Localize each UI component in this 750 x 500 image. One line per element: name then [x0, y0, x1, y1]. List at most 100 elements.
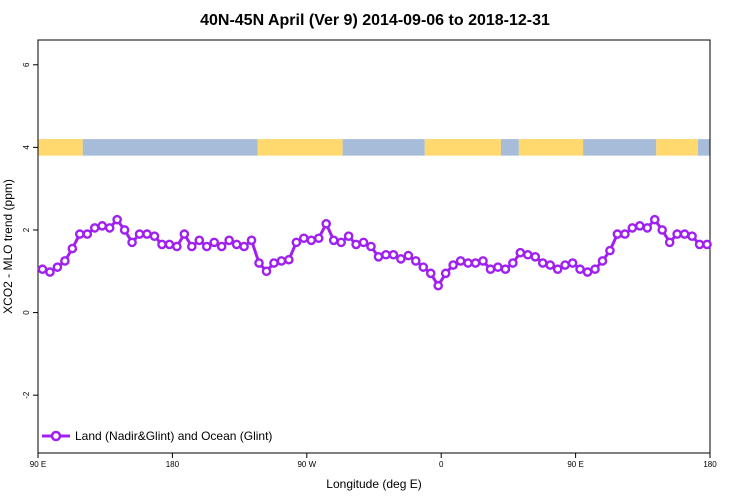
data-point: [239, 241, 249, 252]
data-point: [657, 225, 668, 235]
data-point: [313, 233, 324, 244]
data-point: [321, 218, 332, 229]
data-point: [75, 229, 85, 239]
data-point: [500, 264, 511, 275]
data-point: [560, 260, 570, 270]
series-land-ocean: [37, 214, 712, 291]
data-point: [261, 266, 272, 277]
data-point: [299, 233, 309, 244]
data-point: [530, 252, 541, 262]
strip-segment-ocean: [500, 139, 519, 156]
strip-segment-ocean: [82, 139, 258, 156]
x-tick-label: 90 W: [297, 460, 316, 469]
data-point: [157, 239, 167, 250]
data-point: [627, 223, 638, 233]
data-point: [201, 241, 212, 252]
data-point: [164, 239, 175, 250]
data-point: [343, 231, 354, 241]
data-point: [597, 256, 608, 266]
data-point: [373, 252, 384, 262]
data-point: [284, 254, 294, 265]
data-point: [381, 249, 391, 260]
surface-strip: [38, 139, 710, 156]
x-axis: 90 E 180 90 W 0 90 E 180: [30, 453, 717, 469]
data-point: [567, 258, 578, 268]
data-point: [306, 235, 317, 246]
data-point: [590, 264, 600, 275]
y-tick-label: 0: [22, 310, 31, 315]
data-point: [649, 214, 660, 225]
data-point: [485, 264, 496, 275]
data-point: [463, 258, 473, 268]
data-point: [425, 268, 436, 279]
data-point: [149, 231, 160, 241]
data-point: [612, 229, 623, 239]
data-point: [537, 258, 548, 268]
data-point: [82, 229, 93, 239]
data-point: [187, 241, 197, 252]
data-point: [508, 258, 518, 268]
data-point: [635, 221, 645, 231]
y-tick-label: 6: [22, 62, 31, 67]
data-point: [97, 221, 108, 231]
strip-segment-ocean: [583, 139, 657, 156]
data-point: [455, 256, 466, 266]
data-point: [45, 267, 55, 277]
data-point: [142, 229, 152, 239]
data-point: [209, 237, 220, 248]
data-point: [231, 239, 242, 250]
data-point: [388, 249, 399, 260]
legend: Land (Nadir&Glint) and Ocean (Glint): [42, 429, 272, 443]
data-point: [575, 264, 585, 275]
data-point: [127, 237, 137, 248]
strip-segment-land: [518, 139, 584, 156]
x-axis-label: Longitude (deg E): [326, 477, 421, 491]
data-point: [702, 239, 712, 250]
data-point: [224, 235, 234, 246]
chart-title: 40N-45N April (Ver 9) 2014-09-06 to 2018…: [200, 12, 550, 29]
data-point: [112, 214, 122, 225]
data-point: [396, 254, 406, 264]
data-point: [60, 256, 70, 266]
data-point: [351, 239, 361, 250]
strip-segment-land: [424, 139, 501, 156]
data-point: [366, 241, 376, 252]
strip-segment-ocean: [698, 139, 710, 156]
data-point: [523, 249, 533, 260]
data-point: [672, 229, 682, 239]
data-point: [403, 250, 414, 261]
y-tick-label: 2: [22, 227, 31, 232]
data-point: [493, 262, 503, 272]
data-point: [67, 243, 78, 254]
data-point: [52, 262, 63, 272]
data-point: [194, 235, 205, 246]
data-point: [172, 241, 182, 252]
data-point: [246, 235, 257, 246]
data-point: [448, 260, 458, 270]
x-tick-label: 90 E: [30, 460, 46, 469]
data-point: [336, 237, 346, 248]
data-point: [642, 223, 653, 233]
data-point: [478, 256, 488, 266]
data-point: [582, 267, 593, 277]
data-point: [216, 241, 227, 252]
data-point: [269, 258, 279, 268]
data-point: [254, 258, 264, 268]
data-point: [440, 268, 451, 279]
data-point: [104, 223, 115, 233]
data-point: [276, 256, 287, 266]
data-point: [687, 231, 697, 241]
data-point: [411, 256, 421, 266]
data-point: [119, 225, 130, 235]
x-tick-label: 180: [166, 460, 180, 469]
x-tick-label: 90 E: [567, 460, 583, 469]
strip-segment-land: [257, 139, 343, 156]
data-point: [694, 239, 705, 250]
y-tick-label: 4: [22, 145, 31, 150]
strip-segment-land: [656, 139, 699, 156]
y-axis: -2 0 2 4 6: [22, 62, 38, 399]
strip-segment-ocean: [342, 139, 425, 156]
data-point: [358, 237, 369, 248]
x-tick-label: 0: [439, 460, 444, 469]
strip-segment-land: [38, 139, 83, 156]
